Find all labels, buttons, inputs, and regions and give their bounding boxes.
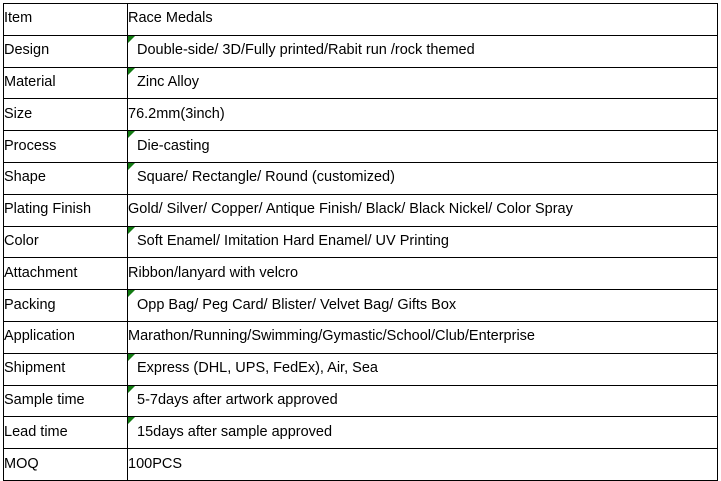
comment-indicator-triangle-icon — [128, 68, 135, 75]
spec-label-text: Sample time — [4, 391, 85, 408]
table-row: Process Die-casting — [3, 130, 718, 163]
product-spec-table: Item Race Medals Design Double-side/ 3D/Ful… — [3, 3, 718, 481]
comment-indicator-triangle-icon — [128, 131, 135, 139]
spec-table-body: Item Race Medals Design Double-side/ 3D/Ful… — [3, 3, 718, 481]
spec-value-text: Ribbon/lanyard with velcro — [128, 264, 299, 281]
spec-value-text: Die-casting — [137, 137, 210, 154]
spec-label-cell: Packing — [3, 289, 128, 322]
spec-value-text: Zinc Alloy — [137, 74, 200, 91]
spec-label-cell: Attachment — [3, 257, 128, 291]
table-row: Item Race Medals — [3, 3, 718, 36]
comment-indicator-triangle-icon — [128, 417, 135, 425]
spec-value-text: Double-side/ 3D/Fully printed/Rabit run … — [137, 42, 475, 59]
spec-label-text: MOQ — [4, 455, 39, 472]
spec-value-cell: Soft Enamel/ Imitation Hard Enamel/ UV P… — [127, 225, 718, 259]
spec-value-cell: Gold/ Silver/ Copper/ Antique Finish/ Bl… — [127, 193, 718, 227]
spec-label-cell: Plating Finish — [3, 193, 128, 227]
spec-value-text: Opp Bag/ Peg Card/ Blister/ Velvet Bag/ … — [137, 296, 457, 313]
spec-label-cell: MOQ — [3, 448, 128, 481]
spec-label-text: Color — [4, 233, 39, 249]
comment-indicator-triangle-icon — [128, 354, 135, 361]
spec-label-text: Plating Finish — [4, 201, 92, 218]
spec-value-cell: Express (DHL, UPS, FedEx), Air, Sea — [127, 352, 718, 386]
spec-value-cell: Double-side/ 3D/Fully printed/Rabit run … — [127, 34, 718, 68]
spec-value-cell: 100PCS — [127, 448, 718, 481]
spec-value-cell: Race Medals — [127, 3, 718, 36]
spec-label-text: Shape — [4, 169, 46, 186]
spec-label-cell: Size — [3, 98, 128, 132]
spec-label-text: Size — [4, 105, 33, 122]
spec-label-text: Design — [4, 42, 50, 59]
spec-label-cell: Lead time — [3, 416, 128, 450]
table-row: Packing Opp Bag/ Peg Card/ Blister/ Velve… — [3, 289, 718, 322]
spec-label-text: Attachment — [4, 264, 78, 281]
table-row: MOQ 100PCS — [3, 448, 718, 481]
table-row: Lead time 15days after sample approved — [3, 416, 718, 450]
table-row: Shipment Express (DHL, UPS, FedEx), Air, … — [3, 352, 718, 386]
spec-label-cell: Material — [3, 66, 128, 100]
spec-value-cell: 15days after sample approved — [127, 416, 718, 450]
spec-value-text: Express (DHL, UPS, FedEx), Air, Sea — [137, 360, 378, 377]
spec-value-cell: Zinc Alloy — [127, 66, 718, 100]
spec-label-text: Lead time — [4, 423, 68, 440]
spec-value-text: Marathon/Running/Swimming/Gymastic/Schoo… — [128, 328, 535, 345]
spec-label-cell: Process — [3, 130, 128, 163]
table-row: Attachment Ribbon/lanyard with velcro — [3, 257, 718, 291]
spec-label-text: Item — [4, 10, 33, 27]
spec-label-cell: Item — [3, 3, 128, 36]
table-row: Shape Square/ Rectangle/ Round (customize… — [3, 161, 718, 195]
spec-value-cell: Die-casting — [127, 130, 718, 163]
spec-value-text: Race Medals — [128, 10, 213, 27]
spec-value-cell: Opp Bag/ Peg Card/ Blister/ Velvet Bag/ … — [127, 289, 718, 322]
table-row: Size 76.2mm(3inch) — [3, 98, 718, 132]
spec-value-text: Square/ Rectangle/ Round (customized) — [137, 169, 395, 186]
spec-value-cell: Square/ Rectangle/ Round (customized) — [127, 161, 718, 195]
spec-value-text: 76.2mm(3inch) — [128, 105, 225, 122]
spec-value-cell: Ribbon/lanyard with velcro — [127, 257, 718, 291]
spec-label-cell: Sample time — [3, 384, 128, 418]
spec-value-text: Gold/ Silver/ Copper/ Antique Finish/ Bl… — [128, 201, 573, 218]
table-row: Design Double-side/ 3D/Fully printed/Rabi… — [3, 34, 718, 68]
spec-label-text: Material — [4, 74, 56, 91]
table-row: Application Marathon/Running/Swimming/Gym… — [3, 320, 718, 354]
spec-label-text: Application — [4, 328, 75, 345]
spec-label-text: Packing — [4, 296, 56, 313]
spec-label-cell: Shipment — [3, 352, 128, 386]
table-row: Sample time 5-7days after artwork approve… — [3, 384, 718, 418]
spec-label-cell: Application — [3, 320, 128, 354]
spec-value-text: 5-7days after artwork approved — [137, 391, 338, 408]
comment-indicator-triangle-icon — [128, 227, 135, 234]
comment-indicator-triangle-icon — [128, 386, 135, 393]
comment-indicator-triangle-icon — [128, 163, 135, 170]
table-row: Color Soft Enamel/ Imitation Hard Enamel/… — [3, 225, 718, 259]
spec-label-cell: Color — [3, 225, 128, 259]
comment-indicator-triangle-icon — [128, 36, 135, 43]
spec-label-text: Shipment — [4, 360, 66, 377]
spec-value-cell: 76.2mm(3inch) — [127, 98, 718, 132]
product-spec-sheet: Item Race Medals Design Double-side/ 3D/Ful… — [3, 3, 718, 481]
spec-value-text: Soft Enamel/ Imitation Hard Enamel/ UV P… — [137, 233, 449, 249]
spec-label-cell: Design — [3, 34, 128, 68]
spec-value-cell: 5-7days after artwork approved — [127, 384, 718, 418]
spec-value-text: 15days after sample approved — [137, 423, 333, 440]
spec-value-cell: Marathon/Running/Swimming/Gymastic/Schoo… — [127, 320, 718, 354]
spec-label-cell: Shape — [3, 161, 128, 195]
spec-label-text: Process — [4, 137, 57, 154]
spec-value-text: 100PCS — [128, 455, 183, 472]
table-row: Plating Finish Gold/ Silver/ Copper/ Anti… — [3, 193, 718, 227]
table-row: Material Zinc Alloy — [3, 66, 718, 100]
comment-indicator-triangle-icon — [128, 290, 135, 298]
